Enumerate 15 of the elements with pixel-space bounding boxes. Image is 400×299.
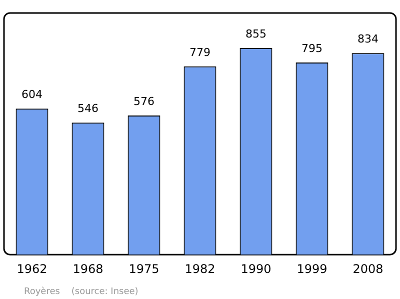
data-label: 604 [22,88,42,102]
data-label: 834 [358,32,378,46]
x-tick-label: 1975 [128,262,160,276]
x-tick-label: 1982 [184,262,216,276]
text: Royères (source: Insee) [24,286,138,297]
data-label: 855 [246,27,266,40]
data-label: 795 [302,42,322,55]
x-tick-label: 1990 [240,262,272,276]
x-tick-label: 2008 [352,262,384,276]
data-label: 576 [134,94,154,108]
data-label: 546 [78,102,98,116]
x-tick-label: 1968 [72,262,104,276]
data-label: 779 [190,46,210,59]
x-tick-label: 1962 [16,262,48,276]
x-tick-label: 1999 [296,262,328,276]
